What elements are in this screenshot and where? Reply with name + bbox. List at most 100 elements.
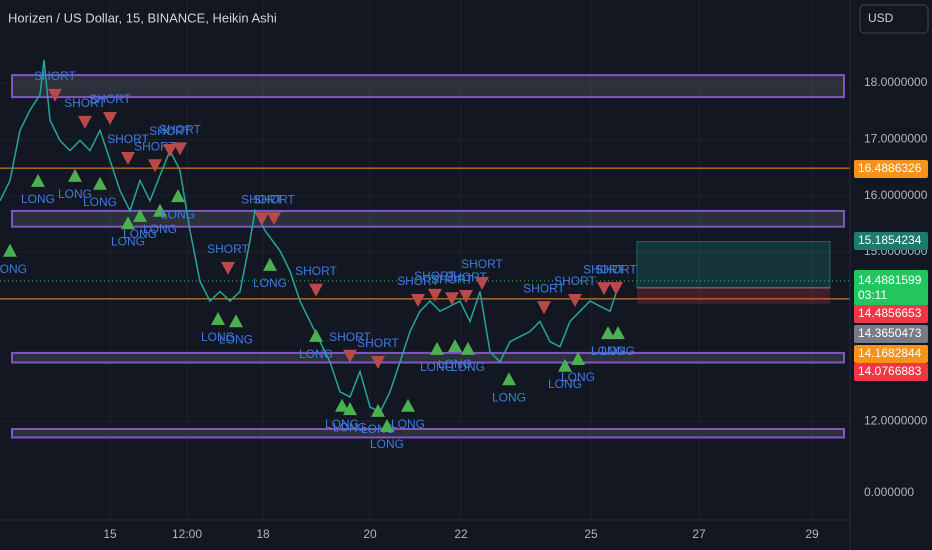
signal-label: LONG — [370, 437, 404, 451]
price-label: 14.1682844 — [858, 346, 922, 360]
short-marker — [78, 115, 92, 129]
x-tick-label: 15 — [103, 527, 117, 541]
price-label-box — [854, 270, 928, 306]
price-label: 14.3650473 — [858, 326, 922, 340]
short-marker — [221, 261, 235, 275]
long-marker — [309, 328, 323, 342]
x-tick-label: 25 — [584, 527, 598, 541]
signal-label: SHORT — [207, 242, 249, 256]
signal-label: SHORT — [64, 96, 106, 110]
signal-label: SHORT — [149, 124, 191, 138]
signal-label: SHORT — [523, 281, 565, 295]
signal-label: LONG — [325, 417, 359, 431]
long-marker — [571, 351, 585, 365]
signal-label: LONG — [253, 276, 287, 290]
signal-label: LONG — [438, 357, 472, 371]
y-tick-label: 16.0000000 — [864, 188, 928, 202]
short-marker — [445, 292, 459, 306]
long-marker — [263, 257, 277, 271]
short-marker — [121, 151, 135, 165]
position-stop — [637, 287, 830, 305]
signal-label: LONG — [451, 360, 485, 374]
price-label: 14.0766883 — [858, 364, 922, 378]
chart-title: Horizen / US Dollar, 15, BINANCE, Heikin… — [8, 10, 277, 25]
long-marker — [611, 326, 625, 340]
position-target — [636, 241, 831, 289]
long-marker — [401, 398, 415, 412]
x-tick-label: 12:00 — [172, 527, 202, 541]
price-label-box — [854, 325, 928, 343]
y-tick-label: 18.0000000 — [864, 75, 928, 89]
short-marker — [537, 301, 551, 315]
long-marker — [93, 176, 107, 190]
signal-label: SHORT — [554, 274, 596, 288]
signal-label: LONG — [58, 187, 92, 201]
long-marker — [430, 341, 444, 355]
signal-label: SHORT — [253, 192, 295, 206]
long-marker — [68, 168, 82, 182]
y-tick-label: 17.0000000 — [864, 132, 928, 146]
signal-label: LONG — [143, 222, 177, 236]
short-marker — [103, 111, 117, 125]
price-label-box — [854, 232, 928, 250]
long-marker — [601, 326, 615, 340]
long-marker — [343, 402, 357, 416]
signal-label: LONG — [219, 332, 253, 346]
x-tick-label: 22 — [454, 527, 468, 541]
short-marker — [428, 288, 442, 302]
signal-label: LONG — [420, 360, 454, 374]
price-label-box — [854, 363, 928, 381]
signal-label: SHORT — [107, 132, 149, 146]
zone — [11, 74, 845, 99]
long-marker — [380, 419, 394, 433]
zone — [11, 351, 845, 364]
signal-label: SHORT — [34, 69, 76, 83]
short-marker — [459, 290, 473, 304]
long-marker — [229, 314, 243, 328]
long-marker — [153, 203, 167, 217]
zone — [11, 209, 845, 228]
signal-label: SHORT — [431, 272, 473, 286]
signal-label: SHORT — [414, 269, 456, 283]
long-marker — [371, 403, 385, 417]
signal-label: SHORT — [397, 274, 439, 288]
signal-label: SHORT — [89, 92, 131, 106]
signal-label: LONG — [591, 344, 625, 358]
long-marker — [31, 173, 45, 187]
x-tick-label: 29 — [805, 527, 819, 541]
short-marker — [309, 283, 323, 297]
signal-label: LONG — [561, 370, 595, 384]
price-label: 14.4856653 — [858, 306, 922, 320]
plot-area: SHORTSHORTSHORTSHORTSHORTSHORTSHORTSHORT… — [0, 0, 850, 520]
signal-label: LONG — [333, 420, 367, 434]
signal-label: SHORT — [134, 139, 176, 153]
currency-label[interactable]: USD — [868, 11, 894, 25]
short-marker — [163, 144, 177, 158]
price-label: 15.1854234 — [858, 233, 922, 247]
signal-label: LONG — [201, 330, 235, 344]
signal-label: SHORT — [329, 330, 371, 344]
signal-label: LONG — [601, 344, 635, 358]
signal-label: LONG — [299, 347, 333, 361]
signal-label: LONG — [548, 377, 582, 391]
signal-label: SHORT — [583, 262, 625, 276]
price-label: 16.4886326 — [858, 161, 922, 175]
short-marker — [267, 212, 281, 226]
x-tick-label: 20 — [363, 527, 377, 541]
signal-label: LONG — [123, 227, 157, 241]
currency-button[interactable] — [859, 4, 929, 34]
signal-label: LONG — [83, 195, 117, 209]
short-marker — [597, 282, 611, 296]
signal-label: SHORT — [295, 264, 337, 278]
countdown: 03:11 — [858, 288, 887, 302]
signal-label: LONG — [391, 417, 425, 431]
signal-label: SHORT — [445, 270, 487, 284]
short-marker — [148, 159, 162, 173]
signal-label: LONG — [161, 207, 195, 221]
signal-label: SHORT — [241, 192, 283, 206]
signal-label: SHORT — [159, 123, 201, 137]
y-tick-label: 0.000000 — [864, 485, 914, 499]
long-marker — [502, 372, 516, 386]
